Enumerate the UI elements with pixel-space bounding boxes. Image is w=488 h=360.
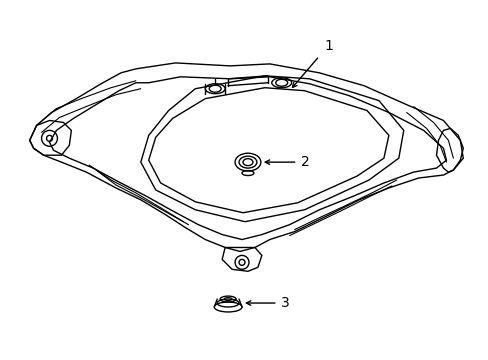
Text: 3: 3 [280, 296, 289, 310]
Text: 2: 2 [300, 155, 309, 169]
Text: 1: 1 [324, 39, 333, 53]
